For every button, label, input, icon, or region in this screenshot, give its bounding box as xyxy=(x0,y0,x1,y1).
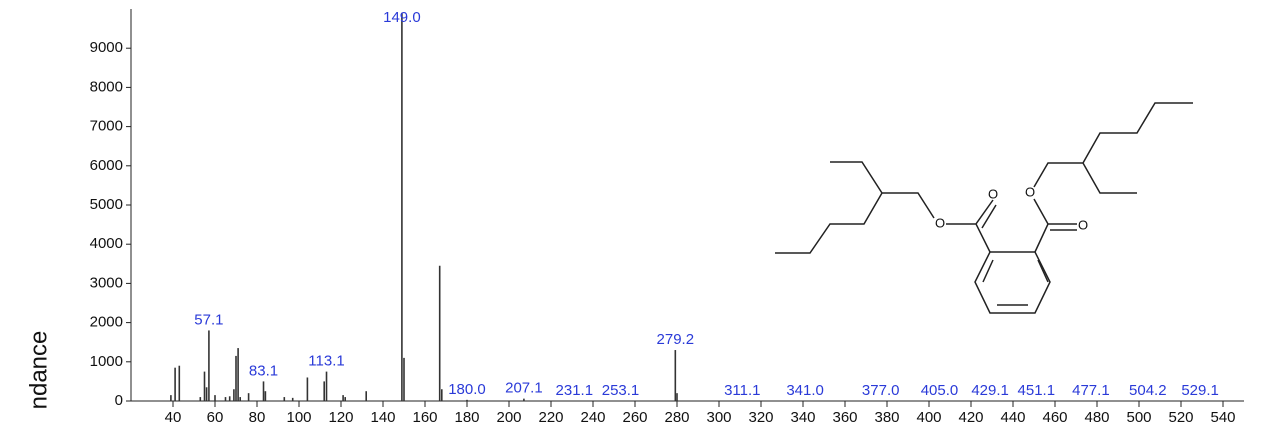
peak-label: 429.1 xyxy=(971,382,1009,399)
atom-label: O xyxy=(1078,217,1088,232)
y-tick-label: 2000 xyxy=(90,314,123,331)
x-tick-label: 520 xyxy=(1168,409,1193,426)
x-tick-label: 460 xyxy=(1042,409,1067,426)
x-tick-label: 480 xyxy=(1084,409,1109,426)
x-tick-label: 380 xyxy=(874,409,899,426)
x-tick-label: 340 xyxy=(790,409,815,426)
peak-label: 57.1 xyxy=(194,311,223,328)
x-tick-label: 180 xyxy=(454,409,479,426)
x-tick-label: 440 xyxy=(1000,409,1025,426)
y-tick-label: 6000 xyxy=(90,157,123,174)
structure: O O O O xyxy=(775,102,1193,314)
peak-label: 405.0 xyxy=(921,382,959,399)
x-tick-label: 320 xyxy=(748,409,773,426)
x-tick-label: 220 xyxy=(538,409,563,426)
y-tick-label: 9000 xyxy=(90,39,123,56)
bond xyxy=(1033,198,1077,253)
x-tick-label: 60 xyxy=(207,409,224,426)
x-tick-label: 260 xyxy=(622,409,647,426)
x-tick-label: 200 xyxy=(496,409,521,426)
y-axis-label: ndance xyxy=(25,331,52,410)
atom-label: O xyxy=(935,215,945,230)
x-tick-label: 120 xyxy=(328,409,353,426)
x-tick-label: 300 xyxy=(706,409,731,426)
x-tick-label: 420 xyxy=(958,409,983,426)
y-tick-label: 0 xyxy=(115,392,123,409)
peak-label: 529.1 xyxy=(1181,382,1219,399)
x-tick-label: 40 xyxy=(165,409,182,426)
peak-label: 504.2 xyxy=(1129,382,1167,399)
peak-label: 83.1 xyxy=(249,362,278,379)
x-tick-label: 280 xyxy=(664,409,689,426)
peak-label: 341.0 xyxy=(786,382,824,399)
peak-label: 451.1 xyxy=(1018,382,1056,399)
peak-label: 377.0 xyxy=(862,382,900,399)
peak-label: 311.1 xyxy=(724,382,760,399)
peak-label: 279.2 xyxy=(657,331,695,348)
peak-label: 231.1 xyxy=(556,382,594,399)
bond xyxy=(946,199,997,253)
y-tick-label: 5000 xyxy=(90,196,123,213)
x-tick-label: 240 xyxy=(580,409,605,426)
x-tick-label: 100 xyxy=(286,409,311,426)
x-tick-label: 140 xyxy=(370,409,395,426)
y-tick-label: 4000 xyxy=(90,235,123,252)
atom-label: O xyxy=(988,186,998,201)
bond xyxy=(1033,102,1193,194)
peak-label: 149.0 xyxy=(383,9,421,26)
peak-label: 253.1 xyxy=(602,382,640,399)
x-tick-label: 500 xyxy=(1126,409,1151,426)
x-tick-label: 360 xyxy=(832,409,857,426)
x-tick-label: 80 xyxy=(249,409,266,426)
y-tick-label: 3000 xyxy=(90,274,123,291)
y-tick-label: 8000 xyxy=(90,78,123,95)
y-tick-label: 1000 xyxy=(90,353,123,370)
x-tick-label: 540 xyxy=(1210,409,1235,426)
bond xyxy=(982,259,1049,306)
peak-label: 477.1 xyxy=(1072,382,1110,399)
bond xyxy=(775,161,935,254)
peak-label: 207.1 xyxy=(505,380,543,397)
peak-label: 180.0 xyxy=(448,381,486,398)
x-tick-label: 400 xyxy=(916,409,941,426)
y-tick-label: 7000 xyxy=(90,118,123,135)
x-tick-label: 160 xyxy=(412,409,437,426)
atom-label: O xyxy=(1025,184,1035,199)
peak-label: 113.1 xyxy=(308,353,344,370)
